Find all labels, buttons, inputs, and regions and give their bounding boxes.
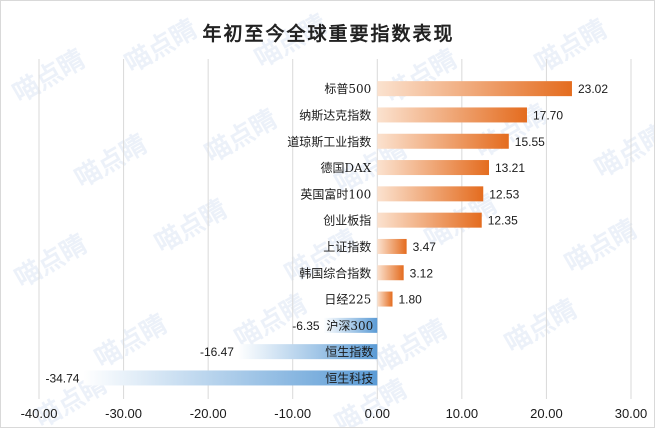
value-label: 12.35	[488, 214, 518, 228]
bar	[377, 186, 484, 202]
value-label: 3.12	[410, 266, 434, 280]
category-label: 韩国综合指数	[299, 265, 371, 280]
labels: 标普500 23.02 纳斯达克指数 17.70 道琼斯工业指数 15.55 德国DAX 13…	[45, 82, 608, 385]
value-label: -6.35	[292, 319, 320, 333]
bar	[377, 265, 404, 281]
category-label: 标普500	[324, 82, 371, 96]
bar	[377, 238, 407, 254]
bar	[377, 107, 527, 123]
x-tick-label: -30.00	[105, 406, 142, 421]
value-label: 17.70	[533, 108, 563, 122]
bar	[377, 81, 572, 97]
bars	[83, 81, 572, 386]
x-tick-label: 10.00	[446, 406, 479, 421]
bar	[377, 291, 393, 307]
category-label: 创业板指	[323, 213, 371, 228]
category-label: 英国富时100	[300, 186, 371, 201]
category-label: 德国DAX	[320, 160, 371, 175]
value-label: 13.21	[495, 161, 525, 175]
category-label: 道琼斯工业指数	[287, 134, 371, 149]
chart-title: 年初至今全球重要指数表现	[202, 23, 455, 45]
bar	[377, 212, 482, 228]
category-label: 纳斯达克指数	[299, 107, 371, 122]
value-label: 3.47	[413, 240, 437, 254]
category-label: 沪深300	[326, 319, 373, 333]
bar	[83, 370, 378, 386]
category-label: 日经225	[324, 293, 371, 307]
x-tick-label: 30.00	[615, 406, 648, 421]
bar	[237, 344, 378, 360]
x-tick-label: 20.00	[530, 406, 563, 421]
bar	[323, 317, 378, 333]
value-label: 1.80	[399, 293, 423, 307]
x-tick-label: 0.00	[365, 406, 390, 421]
category-label: 上证指数	[323, 239, 371, 254]
value-label: -16.47	[200, 345, 234, 359]
x-tick-label: -20.00	[190, 406, 227, 421]
value-label: 23.02	[578, 82, 608, 96]
bar	[377, 160, 490, 176]
bar	[377, 133, 509, 149]
category-label: 恒生指数	[325, 344, 373, 359]
category-label: 恒生科技	[325, 371, 373, 385]
x-axis-ticks: -40.00 -30.00 -20.00 -10.00 0.00 10.00 20.00 30…	[21, 406, 648, 421]
value-label: -34.74	[45, 371, 79, 385]
value-label: 12.53	[489, 187, 519, 201]
x-tick-label: -10.00	[274, 406, 311, 421]
x-tick-label: -40.00	[21, 406, 58, 421]
value-label: 15.55	[515, 135, 545, 149]
